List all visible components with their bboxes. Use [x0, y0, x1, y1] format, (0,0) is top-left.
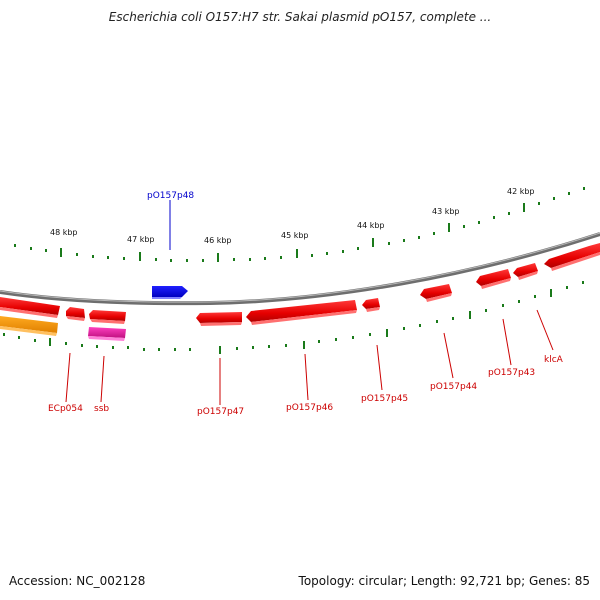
gene-label[interactable]: pO157p45: [361, 394, 408, 404]
kbp-label: 45 kbp: [281, 231, 309, 240]
kbp-label: 44 kbp: [357, 221, 385, 230]
gene-feature-red-mid[interactable]: [513, 263, 538, 280]
inner-tick-ring: [3, 281, 584, 354]
gene-feature-pO157p44[interactable]: [420, 284, 452, 302]
gene-feature-pO157p45[interactable]: [362, 298, 380, 312]
gene-label[interactable]: pO157p46: [286, 403, 333, 413]
gene-label[interactable]: pO157p48: [147, 191, 194, 201]
gene-label[interactable]: ECp054: [48, 404, 83, 414]
gene-feature-pO157p46[interactable]: [246, 300, 357, 325]
kbp-label: 46 kbp: [204, 236, 232, 245]
gene-feature-ssb[interactable]: [88, 327, 126, 341]
plasmid-backbone-highlight: [0, 232, 600, 303]
gene-feature-orange[interactable]: [0, 316, 58, 336]
gene-feature-left-edge[interactable]: [0, 297, 60, 318]
gene-feature-pO157p43[interactable]: [476, 269, 511, 289]
gene-leader-lines: [65, 309, 554, 405]
kbp-label: 48 kbp: [50, 228, 78, 237]
gene-label[interactable]: ssb: [94, 404, 109, 414]
kbp-label: 47 kbp: [127, 235, 155, 244]
gene-label[interactable]: pO157p44: [430, 382, 477, 392]
gene-feature-pO157p47[interactable]: [196, 312, 242, 326]
gene-feature-red-small[interactable]: [89, 310, 126, 324]
gene-feature-ECp054[interactable]: [66, 307, 85, 321]
map-title: Escherichia coli O157:H7 str. Sakai plas…: [108, 10, 492, 24]
accession-label: Accession: NC_002128: [9, 574, 146, 588]
topology-info: Topology: circular; Length: 92,721 bp; G…: [298, 574, 590, 588]
gene-label[interactable]: klcA: [544, 355, 564, 365]
gene-feature-klcA[interactable]: [544, 243, 600, 271]
gene-label[interactable]: pO157p43: [488, 368, 535, 378]
kbp-label: 42 kbp: [507, 187, 535, 196]
gene-feature-pO157p48[interactable]: [152, 286, 188, 299]
outer-tick-ring: [14, 187, 585, 262]
gene-label[interactable]: pO157p47: [197, 407, 244, 417]
plasmid-backbone: [0, 232, 600, 306]
kbp-label: 43 kbp: [432, 207, 460, 216]
